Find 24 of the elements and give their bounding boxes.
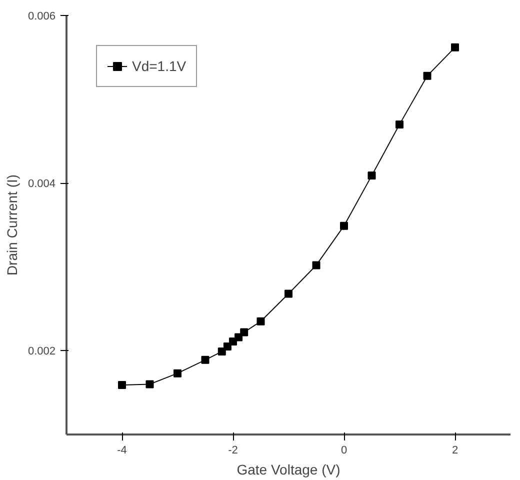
point: [340, 222, 348, 230]
y-tick-label: 0.002: [28, 346, 56, 358]
point: [312, 261, 320, 270]
x-tick-label: 2: [452, 444, 458, 456]
y-tick-label: 0.004: [28, 178, 56, 190]
point: [223, 342, 232, 351]
point: [146, 380, 154, 388]
point: [451, 43, 459, 52]
y-axis-title: Drain Current (I): [4, 174, 20, 276]
point: [201, 356, 210, 364]
y-tick-label: 0.006: [28, 10, 56, 22]
point: [240, 328, 248, 336]
x-tick-label: -2: [228, 444, 238, 456]
point: [368, 172, 376, 180]
point: [423, 72, 432, 80]
x-axis-title: Gate Voltage (V): [236, 462, 340, 478]
point: [396, 120, 404, 128]
point: [284, 290, 292, 298]
legend-label: Vd=1.1V: [132, 58, 186, 74]
x-tick-label: -4: [117, 444, 127, 456]
point: [118, 381, 126, 390]
point: [256, 317, 265, 326]
x-tick-label: 0: [340, 444, 348, 456]
point: [174, 369, 182, 378]
